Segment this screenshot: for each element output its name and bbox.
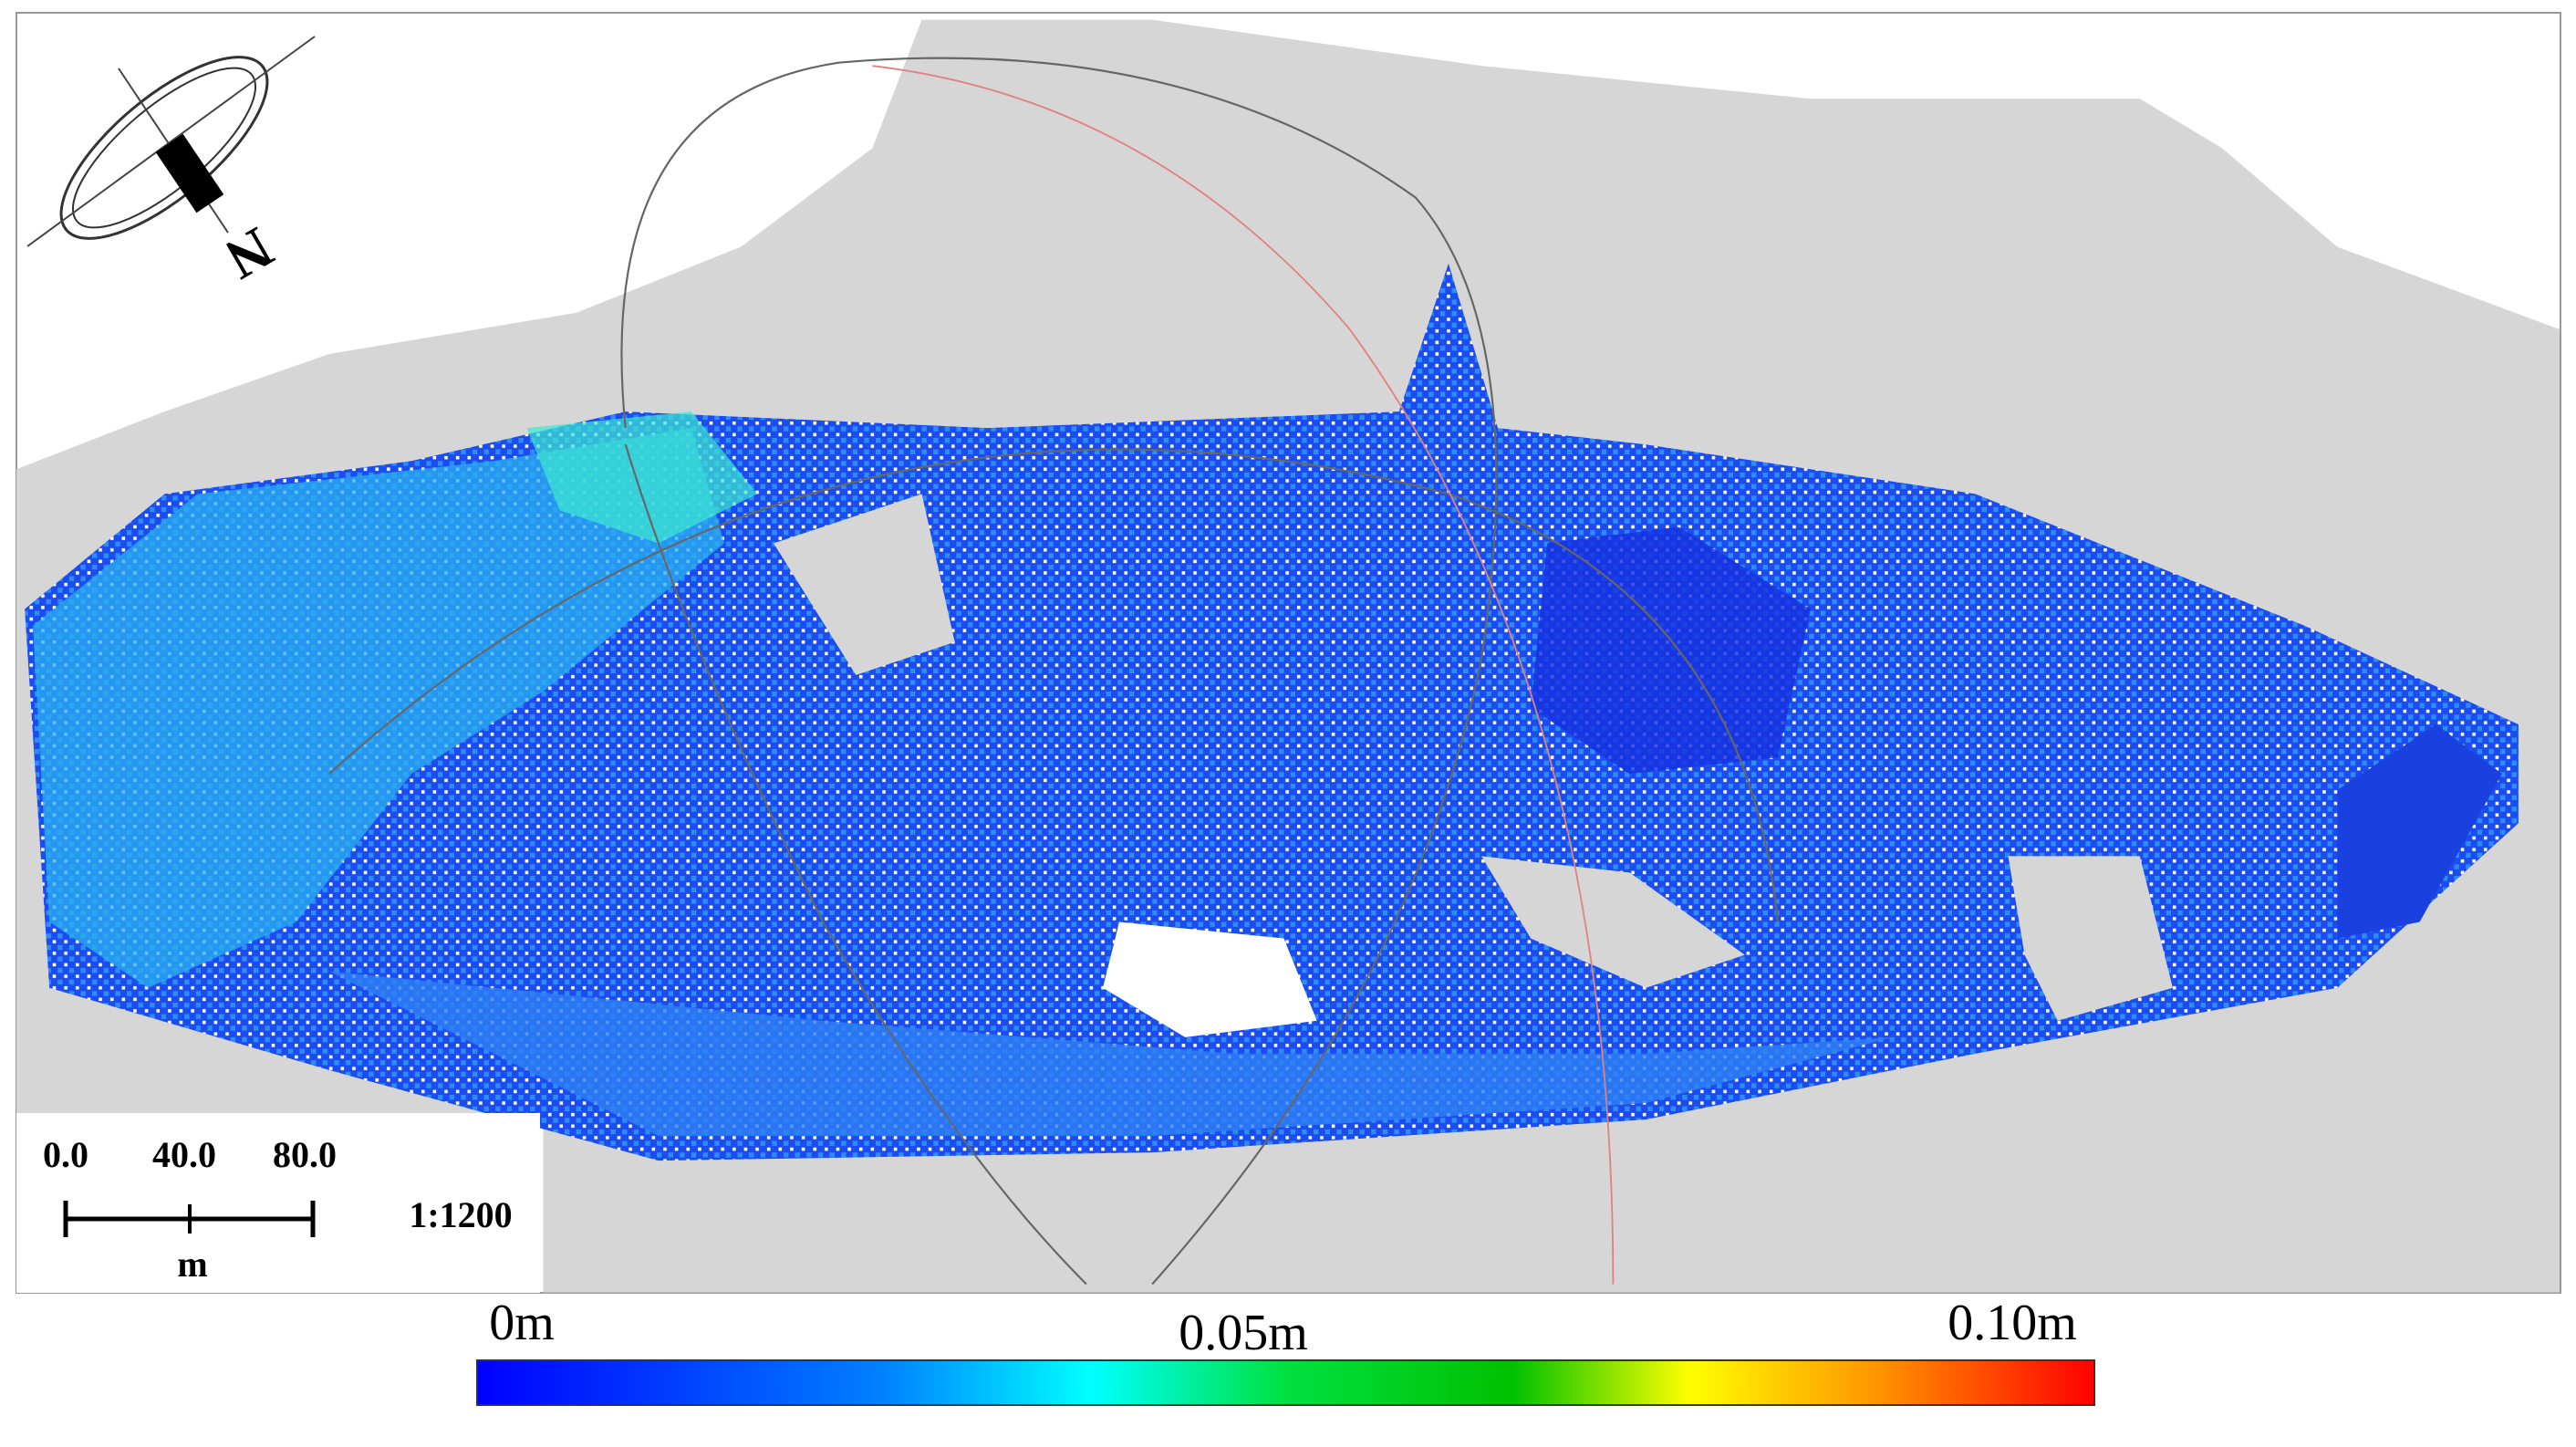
color-bar: 0m 0.05m 0.10m: [476, 1295, 2095, 1406]
hole: [1103, 921, 1317, 1037]
hole: [1481, 856, 1745, 988]
compass-needle: [155, 133, 224, 213]
color-label: 0.05m: [1179, 1305, 1308, 1361]
hole: [774, 494, 955, 675]
color-label: 0.10m: [1948, 1295, 2077, 1351]
deviation-light: [33, 428, 724, 988]
deviation-right: [2337, 724, 2502, 939]
hole: [2008, 856, 2173, 1021]
scale-unit: m: [177, 1244, 207, 1285]
scale-tick: 0.0: [43, 1134, 88, 1175]
scale-box: [16, 1113, 540, 1293]
color-label: 0m: [489, 1295, 555, 1351]
scale-tick: 40.0: [152, 1134, 216, 1175]
deviation-cyan: [526, 411, 758, 544]
scale-tick: 80.0: [273, 1134, 337, 1175]
scale-bar: 0.0 40.0 80.0 m 1:1200: [16, 1113, 540, 1293]
scale-ratio: 1:1200: [409, 1194, 512, 1235]
trajectory: [328, 448, 1779, 922]
trajectory: [620, 57, 1498, 1286]
trajectory: [872, 65, 1615, 1285]
map-panel: N 0.0 40.0 80.0 m 1:1200: [16, 12, 2561, 1294]
point-cloud: [16, 19, 2560, 1293]
deviation-dark: [1531, 526, 1811, 775]
deviation-edge: [328, 971, 1894, 1137]
color-ramp: [476, 1359, 2095, 1406]
trajectory: [624, 443, 1087, 1286]
compass-axis: [26, 36, 316, 247]
